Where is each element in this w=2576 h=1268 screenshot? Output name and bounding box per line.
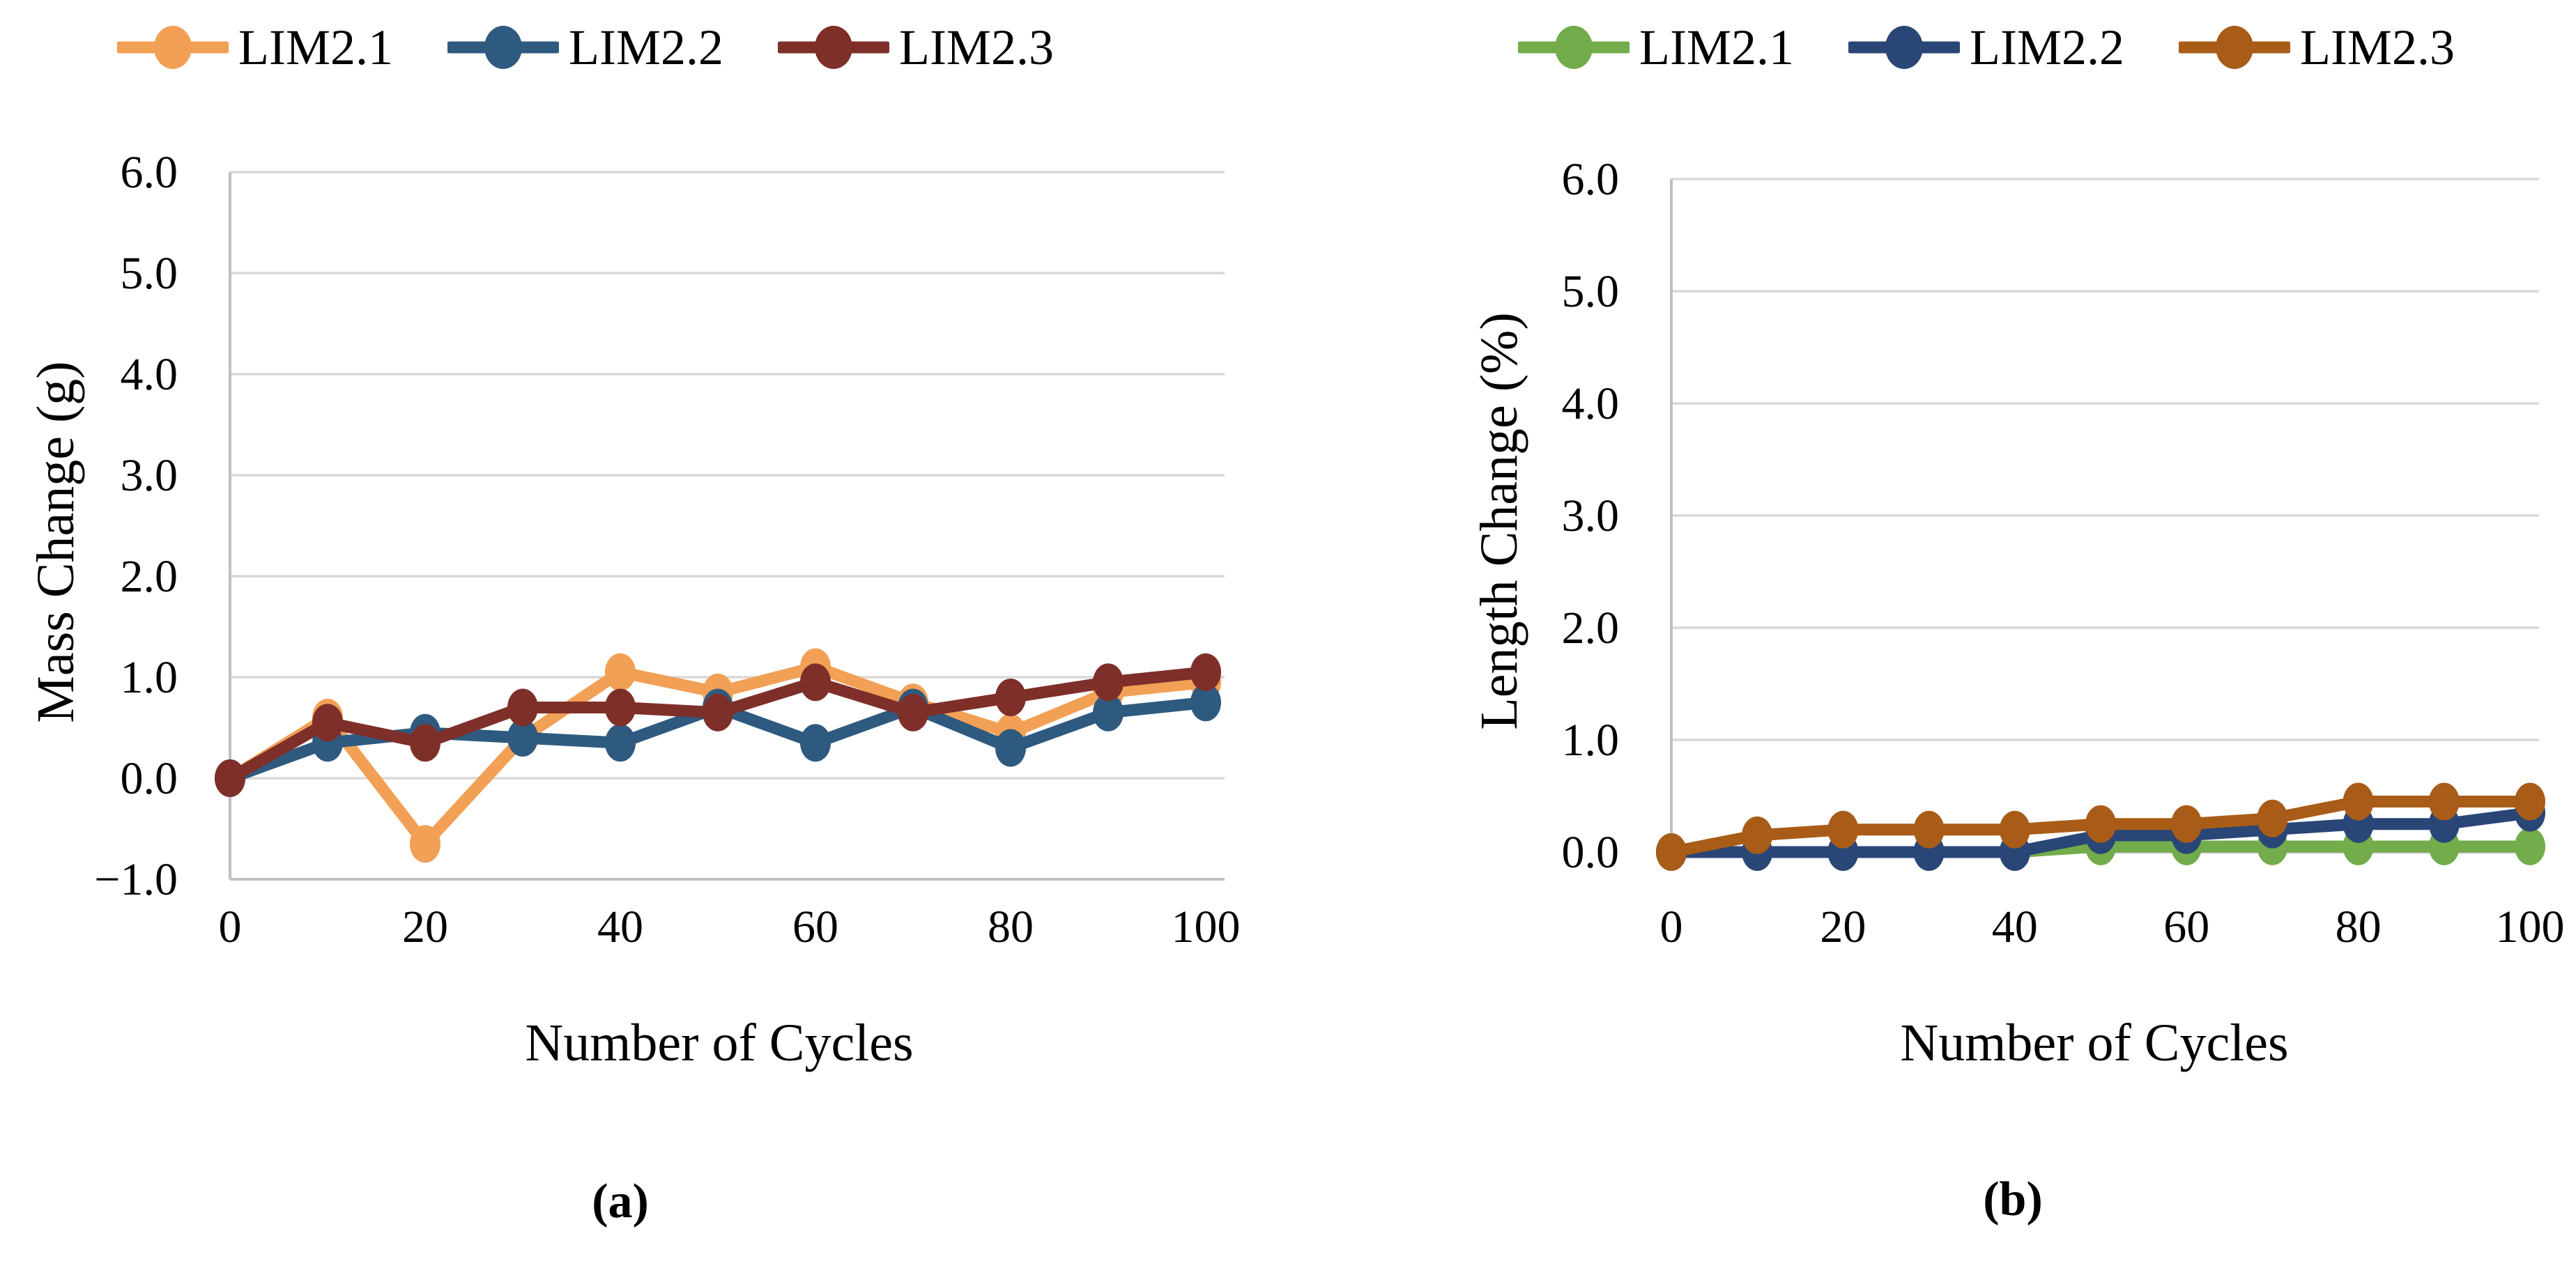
data-point-LIM2.3 <box>1093 663 1124 702</box>
data-point-LIM2.2 <box>1093 693 1124 732</box>
legend-item-LIM2.2: LIM2.2 <box>1848 21 2124 74</box>
x-tick-label: 60 <box>2163 902 2209 952</box>
legend-marker-icon <box>777 26 889 69</box>
legend-item-LIM2.1: LIM2.1 <box>117 21 393 74</box>
legend-a: LIM2.1 LIM2.2 LIM2.3 <box>117 21 1054 74</box>
legend-item-LIM2.3: LIM2.3 <box>777 20 1054 75</box>
data-point-LIM2.3 <box>215 759 245 797</box>
data-point-LIM2.1 <box>605 653 636 691</box>
y-tick-label: 4.0 <box>121 349 178 400</box>
data-point-LIM2.1 <box>2515 827 2545 865</box>
y-tick-label: 2.0 <box>121 551 178 602</box>
data-point-LIM2.3 <box>312 704 343 742</box>
x-tick-label: 40 <box>597 902 643 952</box>
x-tick-label: 100 <box>1172 902 1241 952</box>
legend-dot <box>814 26 852 69</box>
y-axis-title-a: Mass Change (g) <box>26 361 85 723</box>
data-point-LIM2.3 <box>507 688 538 727</box>
data-point-LIM2.2 <box>800 724 831 762</box>
legend-item-LIM2.1: LIM2.1 <box>1518 21 1794 74</box>
legend-label: LIM2.2 <box>568 20 723 75</box>
x-axis-title-a: Number of Cycles <box>525 1014 914 1072</box>
legend-label: LIM2.1 <box>1639 20 1794 75</box>
data-point-LIM2.3 <box>1999 810 2030 849</box>
data-point-LIM2.3 <box>2343 782 2374 821</box>
y-tick-label: 6.0 <box>121 147 178 198</box>
x-tick-label: 80 <box>2336 902 2382 952</box>
legend-item-LIM2.2: LIM2.2 <box>447 21 723 74</box>
data-point-LIM2.2 <box>507 719 538 757</box>
data-point-LIM2.3 <box>800 663 831 702</box>
y-tick-label: 3.0 <box>1562 490 1620 541</box>
data-point-LIM2.3 <box>1656 833 1687 871</box>
data-point-LIM2.3 <box>2515 782 2545 821</box>
y-axis-title-b: Length Change (%) <box>1470 312 1528 730</box>
legend-dot <box>2215 26 2253 69</box>
x-tick-label: 20 <box>402 902 448 952</box>
caption-a: (a) <box>592 1175 649 1228</box>
data-point-LIM2.3 <box>2085 805 2116 843</box>
x-tick-label: 0 <box>1660 902 1683 952</box>
data-point-LIM2.2 <box>1190 683 1221 722</box>
data-point-LIM2.2 <box>995 729 1026 767</box>
legend-marker-icon <box>1518 26 1630 69</box>
legend-dot <box>1885 26 1923 69</box>
data-point-LIM2.3 <box>1827 810 1859 849</box>
y-tick-label: 3.0 <box>121 450 178 501</box>
chart-a-plot-area: 6.0 5.0 4.0 3.0 2.0 1.0 0.0 −1.0 0 20 40 60 80 100 <box>94 147 1241 952</box>
data-point-LIM2.3 <box>1742 816 1773 854</box>
x-tick-label: 80 <box>988 902 1034 952</box>
legend-marker-icon <box>447 26 559 69</box>
y-tick-label: 4.0 <box>1562 378 1620 429</box>
data-point-LIM2.3 <box>995 679 1026 716</box>
y-tick-label: 0.0 <box>1562 827 1620 878</box>
legend-marker-icon <box>2178 26 2290 69</box>
panel-b: 6.0 5.0 4.0 3.0 2.0 1.0 0.0 0 20 40 60 80 100 LIM2.1… <box>1288 0 2576 1268</box>
data-point-LIM2.3 <box>703 693 733 732</box>
data-point-LIM2.2 <box>605 724 636 762</box>
x-tick-label: 100 <box>2496 902 2565 952</box>
y-tick-label: 5.0 <box>1562 266 1620 317</box>
data-point-LIM2.3 <box>898 693 928 732</box>
legend-label: LIM2.2 <box>1969 20 2124 75</box>
x-tick-label: 40 <box>1992 902 2038 952</box>
x-tick-label: 0 <box>219 902 242 952</box>
y-tick-label: 5.0 <box>121 248 178 299</box>
legend-marker-icon <box>1848 26 1960 69</box>
data-point-LIM2.3 <box>410 724 440 762</box>
y-tick-label: 0.0 <box>121 753 178 804</box>
panel-a: 6.0 5.0 4.0 3.0 2.0 1.0 0.0 −1.0 0 20 40 60 80 100 LI… <box>26 21 1241 1228</box>
caption-b: (b) <box>1983 1173 2043 1226</box>
legend-label: LIM2.1 <box>238 20 393 75</box>
y-tick-label: −1.0 <box>94 854 178 905</box>
legend-b: LIM2.1 LIM2.2 LIM2.3 <box>1518 21 2455 74</box>
x-tick-label: 20 <box>1820 902 1866 952</box>
data-point-LIM2.3 <box>2428 782 2460 821</box>
y-tick-label: 2.0 <box>1562 603 1620 654</box>
x-tick-label: 60 <box>792 902 838 952</box>
legend-dot <box>154 26 192 69</box>
legend-dot <box>484 26 522 69</box>
y-tick-label: 1.0 <box>1562 715 1620 766</box>
y-tick-label: 6.0 <box>1562 154 1620 205</box>
y-tick-label: 1.0 <box>121 652 178 703</box>
legend-label: LIM2.3 <box>898 20 1054 75</box>
legend-label: LIM2.3 <box>2299 20 2455 75</box>
data-point-LIM2.3 <box>2171 805 2202 843</box>
data-point-LIM2.3 <box>1190 653 1221 691</box>
data-point-LIM2.1 <box>410 825 440 863</box>
data-point-LIM2.3 <box>605 688 636 727</box>
x-axis-title-b: Number of Cycles <box>1900 1014 2289 1072</box>
chart-b-plot-area: 6.0 5.0 4.0 3.0 2.0 1.0 0.0 0 20 40 60 80 100 <box>1562 154 2565 952</box>
legend-marker-icon <box>117 26 229 69</box>
legend-item-LIM2.3: LIM2.3 <box>2178 20 2455 75</box>
legend-dot <box>1555 26 1593 69</box>
data-point-LIM2.3 <box>1913 810 1945 849</box>
data-point-LIM2.3 <box>2257 799 2288 837</box>
